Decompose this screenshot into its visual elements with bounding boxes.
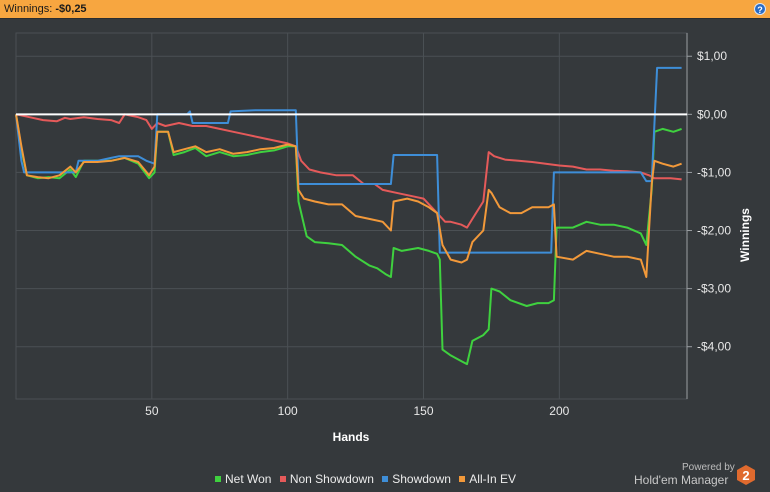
legend-item-non-showdown[interactable]: Non Showdown bbox=[279, 472, 374, 486]
legend-swatch bbox=[215, 476, 221, 482]
help-icon[interactable]: ? bbox=[754, 3, 766, 15]
legend-label: Showdown bbox=[392, 472, 451, 486]
x-tick-label: 50 bbox=[145, 404, 159, 418]
brand-name: Hold'em Manager bbox=[634, 473, 729, 487]
legend-swatch bbox=[459, 476, 466, 482]
plot-area: 50 100 150 200 $1,00 $0,00 -$1,00 -$2,00 -$3,00 -… bbox=[15, 32, 731, 418]
legend-item-showdown[interactable]: Showdown bbox=[382, 472, 451, 486]
legend-swatch bbox=[279, 476, 286, 482]
plot-background bbox=[15, 32, 688, 400]
y-tick-label: -$3,00 bbox=[697, 282, 731, 296]
winnings-label: Winnings: bbox=[4, 3, 53, 15]
legend-label: All-In EV bbox=[469, 472, 516, 486]
svg-text:2: 2 bbox=[742, 468, 749, 483]
x-axis-title: Hands bbox=[333, 430, 370, 444]
holdem-manager-logo-icon: 2 bbox=[737, 465, 755, 485]
y-tick-label: $1,00 bbox=[697, 49, 727, 63]
y-tick-label: $0,00 bbox=[697, 107, 727, 121]
winnings-amount: -$0,25 bbox=[55, 3, 87, 15]
y-axis-title: Winnings bbox=[738, 208, 752, 262]
legend-item-all-in-ev[interactable]: All-In EV bbox=[459, 472, 516, 486]
winnings-summary: Winnings: -$0,25 bbox=[4, 0, 87, 18]
x-tick-label: 100 bbox=[278, 404, 298, 418]
legend-item-net-won[interactable]: Net Won bbox=[215, 472, 271, 486]
x-tick-label: 200 bbox=[549, 404, 569, 418]
y-tick-label: -$1,00 bbox=[697, 165, 731, 179]
y-tick-label: -$2,00 bbox=[697, 224, 731, 238]
header-divider bbox=[0, 18, 770, 19]
legend-swatch bbox=[382, 476, 389, 482]
chart-legend: Net Won Non Showdown Showdown All-In EV bbox=[215, 472, 521, 486]
series-line-all-in-ev bbox=[15, 114, 682, 278]
y-tick-label: -$4,00 bbox=[697, 340, 731, 354]
powered-by-text: Powered by bbox=[682, 462, 735, 473]
legend-label: Non Showdown bbox=[289, 472, 374, 486]
series-line-net-won bbox=[15, 114, 682, 366]
x-tick-label: 150 bbox=[413, 404, 433, 418]
winnings-header-bar: Winnings: -$0,25 ? bbox=[0, 0, 770, 18]
series-line-showdown bbox=[15, 66, 682, 254]
winnings-chart: 50 100 150 200 $1,00 $0,00 -$1,00 -$2,00 -$3,00 -… bbox=[15, 32, 752, 444]
legend-label: Net Won bbox=[225, 472, 272, 486]
